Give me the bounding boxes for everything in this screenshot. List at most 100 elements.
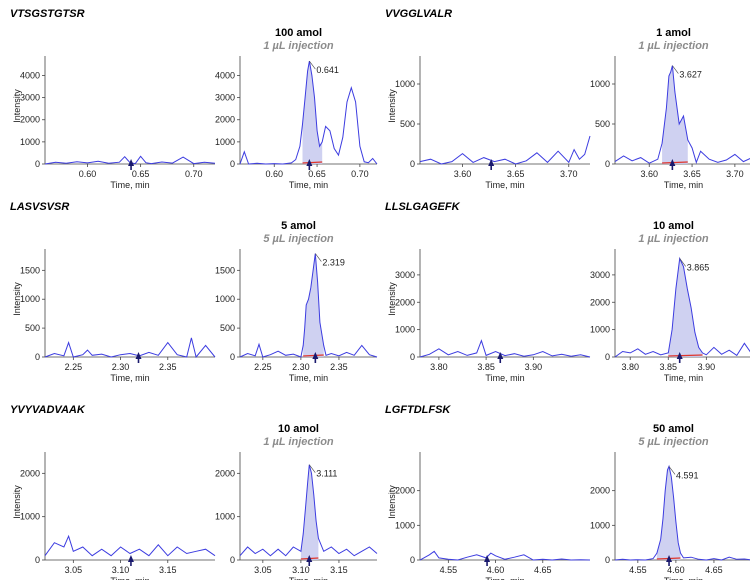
peak-rt-label: 3.111 xyxy=(316,469,337,479)
y-tick-label: 1000 xyxy=(590,520,610,530)
chromatogram-trace xyxy=(614,256,750,358)
x-tick-label: 3.80 xyxy=(430,362,448,372)
y-tick-label: 0 xyxy=(410,555,415,565)
x-axis-title: Time, min xyxy=(110,180,149,190)
y-tick-label: 1000 xyxy=(215,512,235,522)
peak-label-leader xyxy=(309,60,316,70)
peak-area-fill xyxy=(303,253,324,357)
x-tick-label: 4.55 xyxy=(440,565,458,575)
amount-label: 50 amol xyxy=(653,423,694,435)
y-tick-label: 1000 xyxy=(395,325,415,335)
x-tick-label: 0.60 xyxy=(79,169,97,179)
peptide-label: LGFTDLFSK xyxy=(385,404,451,416)
peak-label-leader xyxy=(668,466,676,475)
y-tick-label: 0 xyxy=(410,352,415,362)
sample-plot: 0 1000 2000 3000 4000 0.60 0.65 0.70 Time, min 0.… xyxy=(215,56,378,190)
y-tick-label: 3000 xyxy=(20,93,40,103)
y-tick-label: 0 xyxy=(230,555,235,565)
x-axis-title: Time, min xyxy=(289,576,328,580)
y-tick-label: 4000 xyxy=(20,70,40,80)
y-tick-label: 1000 xyxy=(215,294,235,304)
y-tick-label: 2000 xyxy=(590,486,610,496)
x-axis-title: Time, min xyxy=(664,180,703,190)
chromatogram-trace xyxy=(419,339,591,358)
peak-label-leader xyxy=(315,253,322,262)
injection-label: 1 µL injection xyxy=(263,436,334,448)
blank-plot: 0 500 1000 3.60 3.65 3.70 Time, min xyxy=(395,56,591,190)
y-tick-label: 0 xyxy=(605,159,610,169)
y-tick-label: 1000 xyxy=(395,520,415,530)
x-tick-label: 4.60 xyxy=(667,565,685,575)
y-tick-label: 0 xyxy=(35,159,40,169)
rt-marker-arrow xyxy=(312,352,319,363)
amount-label: 10 amol xyxy=(278,423,319,435)
peak-rt-label: 4.591 xyxy=(676,470,699,480)
x-tick-label: 3.90 xyxy=(525,362,543,372)
peak-label-leader xyxy=(672,65,679,74)
y-tick-label: 1500 xyxy=(215,265,235,275)
x-axis-title: Time, min xyxy=(289,373,328,383)
y-axis-title: Intensity xyxy=(387,89,397,123)
x-tick-label: 3.05 xyxy=(65,565,83,575)
x-tick-label: 3.85 xyxy=(660,362,678,372)
chromatogram-trace xyxy=(239,61,378,165)
chromatogram-trace xyxy=(44,337,216,359)
x-axis-title: Time, min xyxy=(485,180,524,190)
x-tick-label: 3.65 xyxy=(683,169,701,179)
blank-plot: 0 1000 2000 4.55 4.60 4.65 Time, min xyxy=(395,452,591,580)
peak-area-fill xyxy=(302,61,323,164)
y-tick-label: 0 xyxy=(35,555,40,565)
x-tick-label: 2.35 xyxy=(330,362,348,372)
x-axis-title: Time, min xyxy=(664,373,703,383)
x-tick-label: 3.85 xyxy=(477,362,495,372)
y-tick-label: 1000 xyxy=(395,79,415,89)
peptide-label: YVYVADVAAK xyxy=(10,404,86,416)
x-tick-label: 3.80 xyxy=(621,362,639,372)
x-tick-label: 3.65 xyxy=(507,169,525,179)
chromatogram-trace xyxy=(419,135,591,165)
amount-label: 10 amol xyxy=(653,220,694,232)
x-axis-title: Time, min xyxy=(110,576,149,580)
y-tick-label: 1500 xyxy=(20,265,40,275)
chromatogram-trace xyxy=(419,550,591,561)
y-tick-label: 2000 xyxy=(215,468,235,478)
rt-marker-arrow xyxy=(128,159,135,170)
rt-marker-arrow xyxy=(676,352,683,363)
y-tick-label: 4000 xyxy=(215,70,235,80)
x-axis-title: Time, min xyxy=(664,576,703,580)
rt-marker-arrow xyxy=(669,159,676,170)
y-tick-label: 1000 xyxy=(590,79,610,89)
x-tick-label: 0.70 xyxy=(185,169,203,179)
y-tick-label: 2000 xyxy=(215,115,235,125)
peak-area-fill xyxy=(662,65,688,164)
peptide-label: LASVSVSR xyxy=(10,201,69,213)
rt-marker-arrow xyxy=(484,555,491,566)
peak-area-fill xyxy=(656,466,681,560)
x-tick-label: 4.65 xyxy=(534,565,552,575)
blank-plot: 0 1000 2000 3.05 3.10 3.15 Time, min xyxy=(20,452,216,580)
peak-rt-label: 0.641 xyxy=(316,65,339,75)
peak-rt-label: 3.865 xyxy=(687,262,710,272)
rt-marker-arrow xyxy=(127,555,134,566)
y-tick-label: 3000 xyxy=(590,270,610,280)
baseline-segment xyxy=(662,161,688,164)
y-tick-label: 2000 xyxy=(395,297,415,307)
y-axis-title: Intensity xyxy=(12,282,22,316)
x-tick-label: 2.25 xyxy=(254,362,272,372)
amount-label: 1 amol xyxy=(656,27,691,39)
baseline-segment xyxy=(302,161,323,164)
y-tick-label: 1000 xyxy=(20,512,40,522)
x-tick-label: 4.60 xyxy=(487,565,505,575)
x-axis-title: Time, min xyxy=(485,373,524,383)
sample-plot: 0 1000 2000 3.05 3.10 3.15Time, min 3.111 xyxy=(215,452,378,580)
rt-marker-arrow xyxy=(135,352,142,363)
x-tick-label: 3.15 xyxy=(330,565,348,575)
